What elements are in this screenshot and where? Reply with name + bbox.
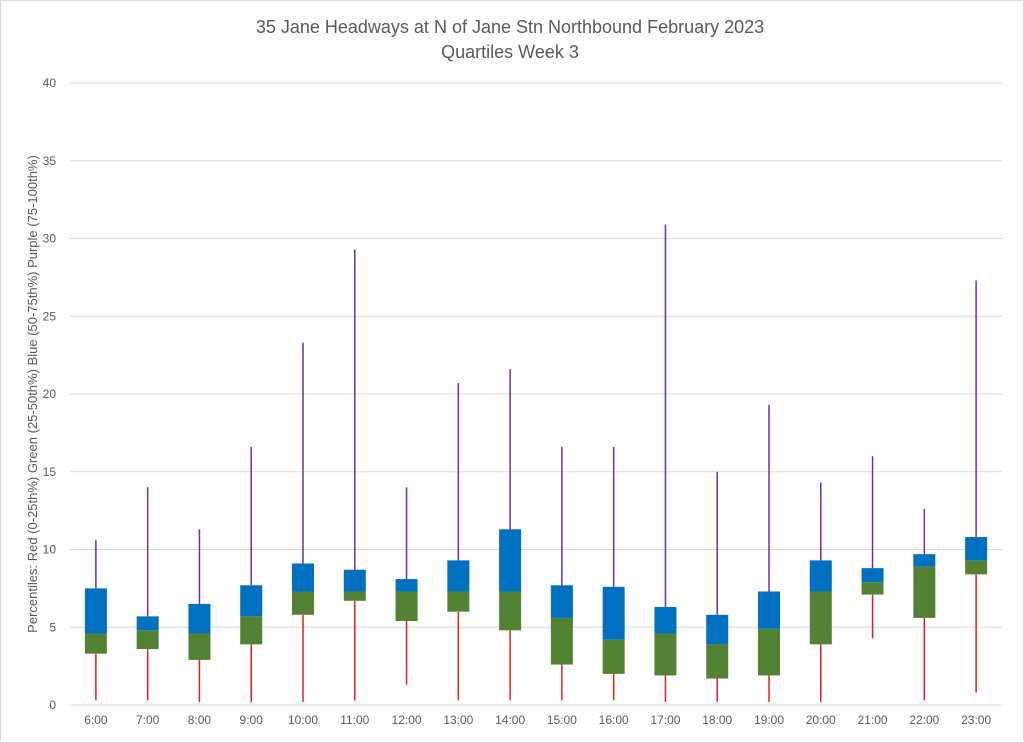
y-axis-label: Percentiles: Red (0-25th%) Green (25-50t… — [25, 155, 40, 633]
lower-box — [84, 633, 107, 654]
upper-box — [758, 591, 780, 629]
upper-box — [861, 568, 884, 583]
lower-box — [602, 639, 625, 674]
upper-box — [965, 537, 988, 561]
upper-box — [913, 554, 936, 567]
x-tick-label: 12:00 — [392, 713, 422, 727]
x-tick-label: 20:00 — [806, 713, 836, 727]
lower-box — [188, 633, 211, 660]
y-tick-label: 10 — [43, 543, 57, 557]
x-tick-label: 10:00 — [288, 713, 318, 727]
lower-box — [136, 630, 159, 650]
upper-box — [395, 579, 418, 592]
x-tick-label: 19:00 — [754, 713, 784, 727]
upper-box — [188, 603, 211, 634]
upper-box — [292, 563, 314, 592]
upper-box — [602, 586, 625, 640]
upper-box — [447, 560, 470, 592]
lower-box — [706, 644, 729, 679]
y-tick-label: 20 — [43, 387, 57, 401]
x-tick-label: 18:00 — [702, 713, 732, 727]
lower-box — [240, 616, 263, 645]
x-tick-label: 14:00 — [495, 713, 525, 727]
upper-box — [343, 569, 366, 592]
lower-box — [861, 582, 884, 595]
y-tick-label: 5 — [49, 620, 56, 634]
lower-box — [292, 591, 314, 615]
lower-box — [758, 628, 780, 676]
y-tick-label: 0 — [49, 698, 56, 712]
lower-box — [913, 566, 936, 618]
chart-title: 35 Jane Headways at N of Jane Stn Northb… — [256, 17, 764, 37]
lower-box — [499, 591, 522, 631]
x-tick-label: 15:00 — [547, 713, 577, 727]
upper-box — [136, 616, 159, 631]
y-tick-label: 15 — [43, 465, 57, 479]
lower-box — [447, 591, 470, 612]
lower-box — [654, 633, 677, 676]
x-tick-label: 9:00 — [240, 713, 264, 727]
upper-box — [499, 529, 522, 592]
lower-box — [395, 591, 418, 622]
x-tick-label: 7:00 — [136, 713, 160, 727]
upper-box — [240, 585, 263, 617]
lower-box — [965, 560, 988, 575]
y-tick-label: 40 — [43, 76, 57, 90]
y-tick-label: 35 — [43, 154, 57, 168]
y-tick-label: 25 — [43, 309, 57, 323]
x-tick-label: 17:00 — [650, 713, 680, 727]
x-tick-label: 11:00 — [340, 713, 369, 727]
x-tick-label: 23:00 — [961, 713, 991, 727]
x-tick-label: 21:00 — [858, 713, 888, 727]
x-tick-label: 6:00 — [84, 713, 108, 727]
x-tick-label: 22:00 — [909, 713, 939, 727]
lower-box — [809, 591, 832, 645]
upper-box — [809, 560, 832, 592]
lower-box — [550, 617, 573, 665]
upper-box — [84, 588, 107, 634]
x-tick-label: 13:00 — [443, 713, 473, 727]
chart-subtitle: Quartiles Week 3 — [441, 42, 579, 62]
upper-box — [550, 585, 573, 618]
x-tick-label: 8:00 — [188, 713, 212, 727]
upper-box — [706, 614, 729, 645]
x-tick-label: 16:00 — [599, 713, 629, 727]
upper-box — [654, 607, 677, 634]
lower-box — [343, 591, 366, 601]
y-tick-label: 30 — [43, 232, 57, 246]
